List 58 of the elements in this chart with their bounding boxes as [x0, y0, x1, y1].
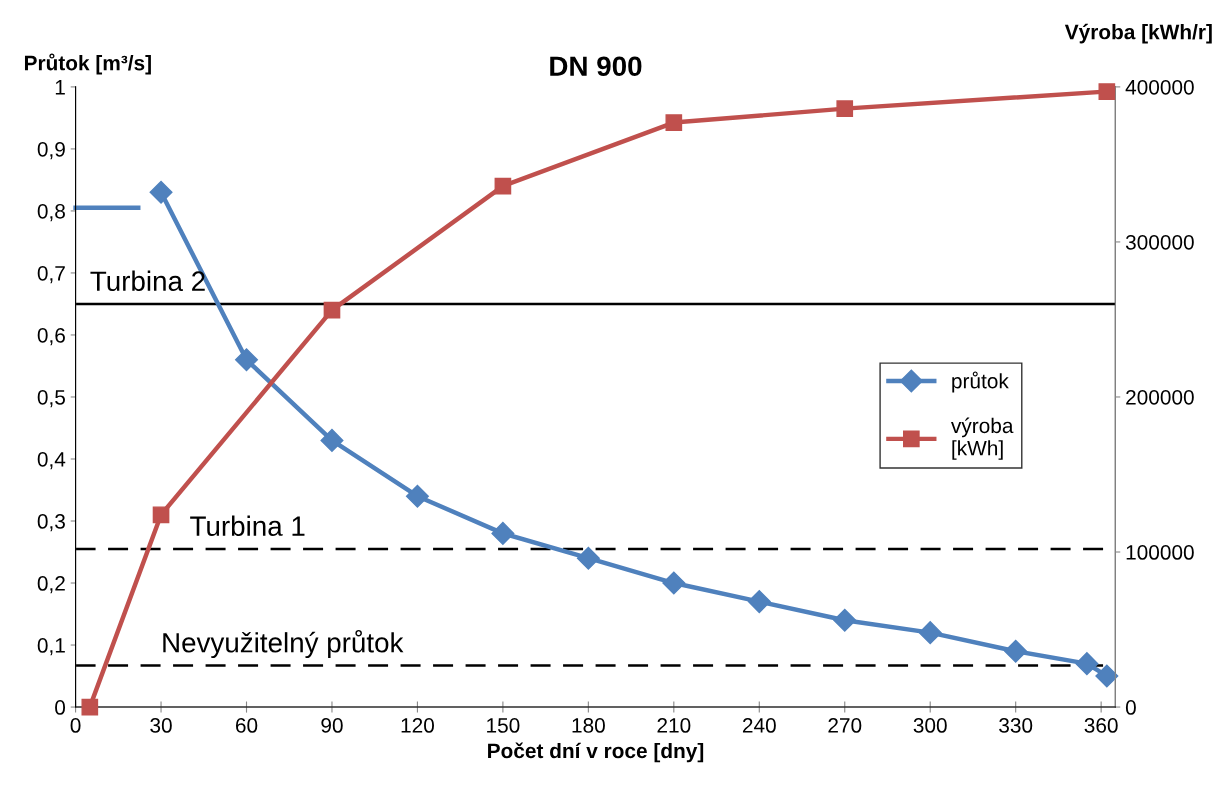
x-tick-label: 300 [913, 718, 947, 733]
y-axis-title: Průtok [m³/s] [24, 53, 151, 75]
x-tick-label: 240 [742, 718, 776, 733]
y-tick-label: 0,9 [37, 141, 65, 160]
point [1075, 652, 1099, 676]
y2-axis-title: Výroba [kWh/r] [1064, 23, 1212, 44]
point [323, 301, 341, 319]
x-tick-label: 0 [70, 718, 81, 733]
point [665, 114, 683, 131]
y2-tick-label: 400000 [1125, 79, 1194, 95]
x-tick-label: 120 [401, 718, 434, 733]
ref-line-label: Nevyužitelný průtok [163, 629, 404, 659]
point [494, 177, 512, 195]
point [836, 100, 854, 117]
y2-tick-label: 300000 [1125, 234, 1194, 250]
y-tick-label: 0,2 [37, 576, 65, 594]
ref-line-label: Turbina 2 [90, 270, 205, 292]
x-tick-label: 270 [828, 718, 862, 733]
y-tick-label: 0 [55, 700, 66, 715]
point [81, 698, 99, 716]
point [833, 608, 857, 632]
point [491, 521, 515, 545]
point [662, 571, 686, 595]
point [405, 484, 429, 508]
legend-label: průtok [952, 371, 1009, 393]
ref-line-label: Turbina 1 [190, 515, 305, 536]
x-tick-label: 180 [572, 718, 605, 733]
point [320, 428, 344, 452]
point [1004, 639, 1028, 663]
x-tick-label: 360 [1084, 718, 1118, 733]
point [1098, 83, 1116, 100]
y-tick-label: 0,6 [37, 327, 65, 346]
y2-tick-label: 100000 [1126, 545, 1194, 560]
point [747, 590, 771, 614]
x-tick-label: 90 [321, 718, 343, 733]
point [152, 506, 170, 524]
x-tick-label: 330 [999, 718, 1033, 733]
y-tick-label: 0,3 [37, 514, 65, 532]
y-tick-label: 1 [55, 80, 65, 95]
y-tick-label: 0,7 [37, 265, 65, 284]
chart-title: DN 900 [550, 56, 642, 77]
x-tick-label: 30 [150, 718, 172, 733]
point [918, 621, 942, 645]
x-tick-label: 210 [657, 718, 691, 733]
point [1095, 664, 1119, 688]
legend-label: výroba [kWh] [951, 417, 1014, 460]
y2-tick-label: 200000 [1126, 389, 1194, 405]
x-tick-label: 150 [487, 718, 520, 733]
x-axis-title: Počet dní v roce [dny] [488, 742, 704, 763]
y-tick-label: 0,4 [37, 451, 66, 470]
point [235, 348, 259, 372]
y-tick-label: 0,8 [37, 203, 65, 222]
x-tick-label: 60 [235, 718, 258, 733]
y-tick-label: 0,5 [37, 389, 65, 408]
y-tick-label: 0,1 [37, 638, 65, 656]
point [576, 546, 600, 570]
point [149, 180, 173, 204]
y2-tick-label: 0 [1125, 700, 1136, 715]
